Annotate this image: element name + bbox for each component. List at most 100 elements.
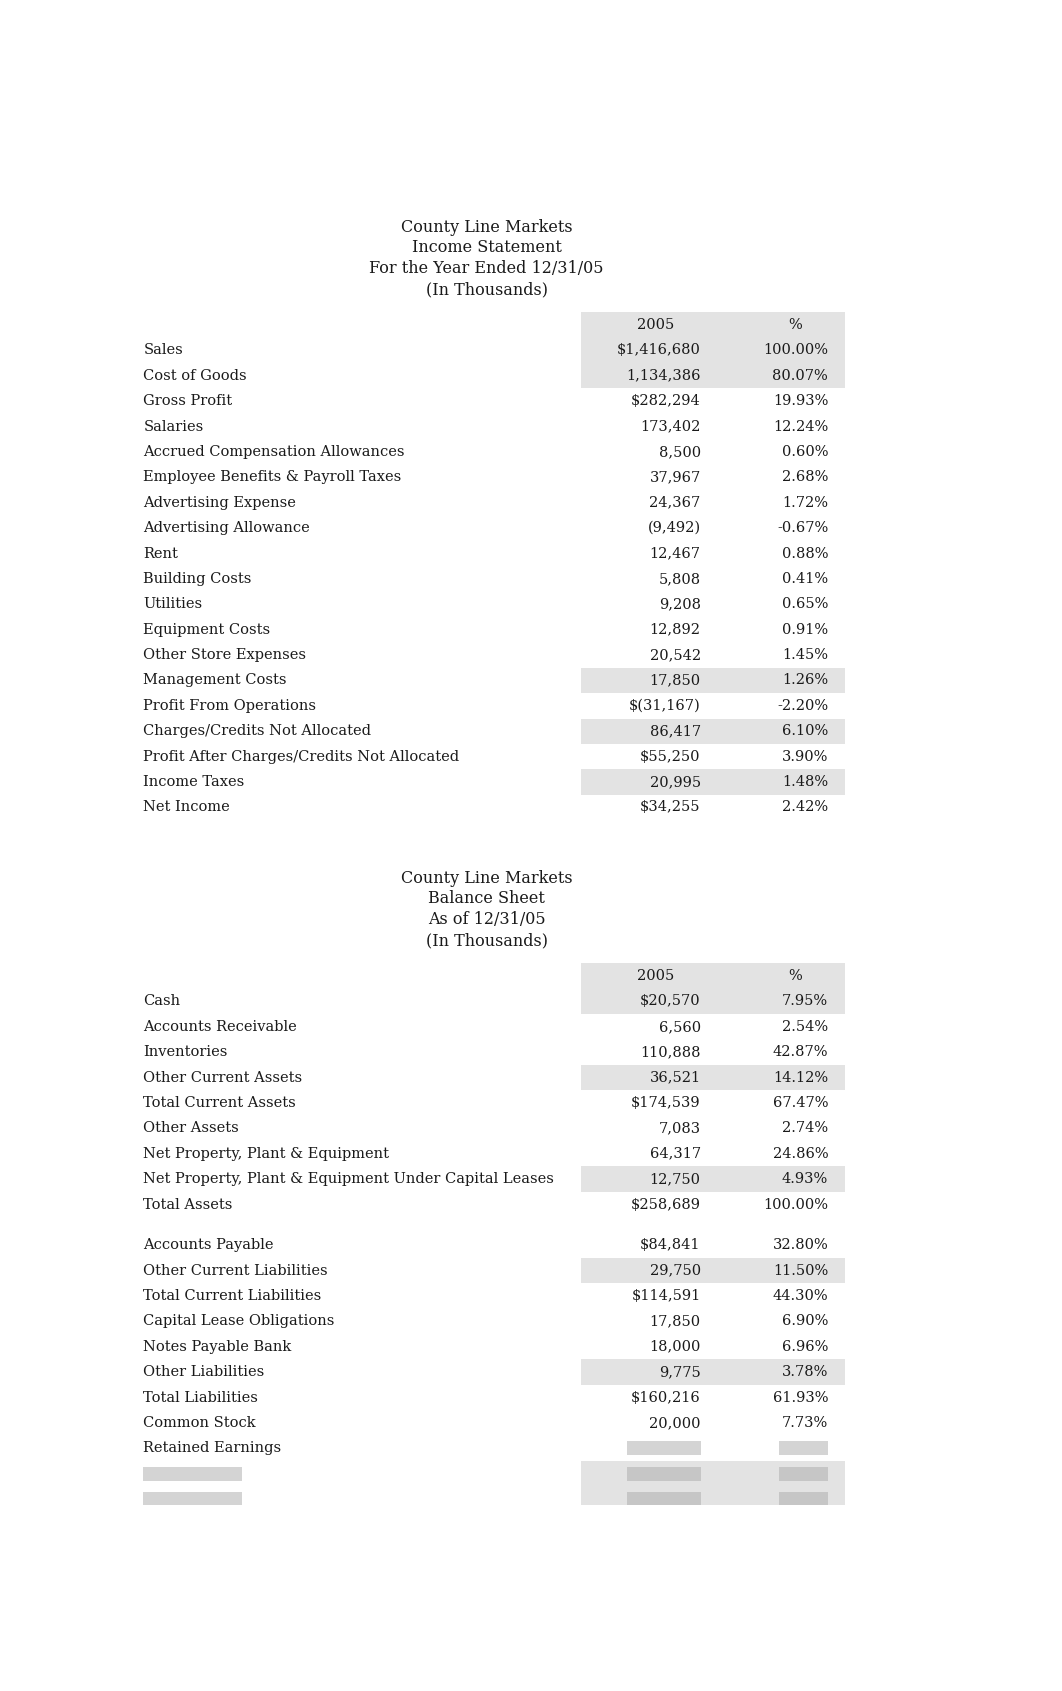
Bar	[581, 1461, 844, 1486]
Text: Total Assets: Total Assets	[143, 1197, 233, 1211]
Text: $114,591: $114,591	[632, 1289, 701, 1304]
Text: 1.72%: 1.72%	[783, 495, 828, 509]
Text: -2.20%: -2.20%	[777, 698, 828, 714]
Text: 1.45%: 1.45%	[783, 648, 828, 663]
Text: Accounts Payable: Accounts Payable	[143, 1238, 274, 1251]
Text: 1,134,386: 1,134,386	[627, 369, 701, 382]
Text: $160,216: $160,216	[631, 1390, 701, 1405]
Text: 12.24%: 12.24%	[773, 419, 828, 433]
Text: County Line Markets: County Line Markets	[400, 218, 572, 235]
Text: 173,402: 173,402	[640, 419, 701, 433]
Text: Income Taxes: Income Taxes	[143, 774, 244, 790]
Text: 9,775: 9,775	[658, 1365, 701, 1380]
Text: $174,539: $174,539	[631, 1096, 701, 1109]
Bar	[627, 1466, 701, 1481]
Text: 7.73%: 7.73%	[782, 1415, 828, 1431]
Text: 7.95%: 7.95%	[782, 994, 828, 1008]
Text: 0.60%: 0.60%	[782, 445, 828, 458]
Text: 0.41%: 0.41%	[782, 572, 828, 585]
Text: 36,521: 36,521	[650, 1070, 701, 1084]
Text: Advertising Expense: Advertising Expense	[143, 495, 296, 509]
Bar	[581, 313, 844, 338]
Text: Management Costs: Management Costs	[143, 673, 287, 688]
Bar	[778, 1466, 828, 1481]
Text: 8,500: 8,500	[658, 445, 701, 458]
Text: Total Current Liabilities: Total Current Liabilities	[143, 1289, 322, 1304]
Text: 67.47%: 67.47%	[773, 1096, 828, 1109]
Text: 2.42%: 2.42%	[782, 800, 828, 815]
Text: $1,416,680: $1,416,680	[617, 343, 701, 357]
Text: Rent: Rent	[143, 546, 178, 560]
Text: Inventories: Inventories	[143, 1045, 228, 1059]
Text: 100.00%: 100.00%	[764, 343, 828, 357]
Text: Sales: Sales	[143, 343, 184, 357]
Text: 0.88%: 0.88%	[782, 546, 828, 560]
Text: Charges/Credits Not Allocated: Charges/Credits Not Allocated	[143, 724, 372, 739]
Text: 42.87%: 42.87%	[773, 1045, 828, 1059]
Text: 37,967: 37,967	[649, 470, 701, 484]
Text: 3.90%: 3.90%	[782, 749, 828, 764]
Text: 12,750: 12,750	[650, 1172, 701, 1185]
Text: 5,808: 5,808	[658, 572, 701, 585]
Text: 2005: 2005	[637, 969, 674, 982]
Text: 110,888: 110,888	[640, 1045, 701, 1059]
Text: 29,750: 29,750	[650, 1263, 701, 1278]
Bar	[627, 1441, 701, 1456]
Text: 80.07%: 80.07%	[772, 369, 828, 382]
Text: Employee Benefits & Payroll Taxes: Employee Benefits & Payroll Taxes	[143, 470, 401, 484]
Text: 3.78%: 3.78%	[782, 1365, 828, 1380]
Bar	[581, 668, 844, 693]
Text: 0.91%: 0.91%	[782, 622, 828, 638]
Text: Net Property, Plant & Equipment: Net Property, Plant & Equipment	[143, 1146, 390, 1160]
Text: 20,000: 20,000	[649, 1415, 701, 1431]
Text: 4.93%: 4.93%	[782, 1172, 828, 1185]
Text: 1.26%: 1.26%	[782, 673, 828, 688]
Text: 1.48%: 1.48%	[782, 774, 828, 790]
Bar	[581, 769, 844, 795]
Text: Salaries: Salaries	[143, 419, 204, 433]
Text: Capital Lease Obligations: Capital Lease Obligations	[143, 1314, 335, 1329]
Bar	[581, 989, 844, 1015]
Text: Cash: Cash	[143, 994, 181, 1008]
Text: Common Stock: Common Stock	[143, 1415, 256, 1431]
Text: Accounts Receivable: Accounts Receivable	[143, 1020, 297, 1033]
Bar	[143, 1466, 242, 1481]
Text: 24,367: 24,367	[649, 495, 701, 509]
Text: Income Statement: Income Statement	[412, 240, 562, 257]
Text: For the Year Ended 12/31/05: For the Year Ended 12/31/05	[370, 260, 604, 277]
Text: 9,208: 9,208	[658, 597, 701, 610]
Text: 20,542: 20,542	[650, 648, 701, 663]
Bar	[143, 1491, 242, 1507]
Text: 6,560: 6,560	[658, 1020, 701, 1033]
Text: 32.80%: 32.80%	[772, 1238, 828, 1251]
Text: 2005: 2005	[637, 318, 674, 331]
Text: (In Thousands): (In Thousands)	[426, 932, 548, 949]
Bar	[581, 719, 844, 744]
Text: 18,000: 18,000	[649, 1339, 701, 1354]
Text: Balance Sheet: Balance Sheet	[428, 891, 545, 908]
Text: 14.12%: 14.12%	[773, 1070, 828, 1084]
Text: 11.50%: 11.50%	[773, 1263, 828, 1278]
Text: 7,083: 7,083	[658, 1121, 701, 1135]
Text: Net Property, Plant & Equipment Under Capital Leases: Net Property, Plant & Equipment Under Ca…	[143, 1172, 554, 1185]
Text: Other Current Liabilities: Other Current Liabilities	[143, 1263, 328, 1278]
Bar	[581, 1065, 844, 1091]
Text: As of 12/31/05: As of 12/31/05	[428, 911, 546, 928]
Text: 24.86%: 24.86%	[772, 1146, 828, 1160]
Text: Total Current Assets: Total Current Assets	[143, 1096, 296, 1109]
Bar	[627, 1491, 701, 1507]
Bar	[581, 364, 844, 389]
Text: Advertising Allowance: Advertising Allowance	[143, 521, 310, 534]
Text: 0.65%: 0.65%	[782, 597, 828, 610]
Text: 6.96%: 6.96%	[782, 1339, 828, 1354]
Text: 6.10%: 6.10%	[782, 724, 828, 739]
Text: 6.90%: 6.90%	[782, 1314, 828, 1329]
Bar	[581, 1486, 844, 1512]
Text: Retained Earnings: Retained Earnings	[143, 1441, 281, 1456]
Text: Other Liabilities: Other Liabilities	[143, 1365, 264, 1380]
Text: %: %	[788, 969, 802, 982]
Text: (9,492): (9,492)	[648, 521, 701, 534]
Text: Building Costs: Building Costs	[143, 572, 252, 585]
Bar	[581, 1167, 844, 1192]
Text: $20,570: $20,570	[640, 994, 701, 1008]
